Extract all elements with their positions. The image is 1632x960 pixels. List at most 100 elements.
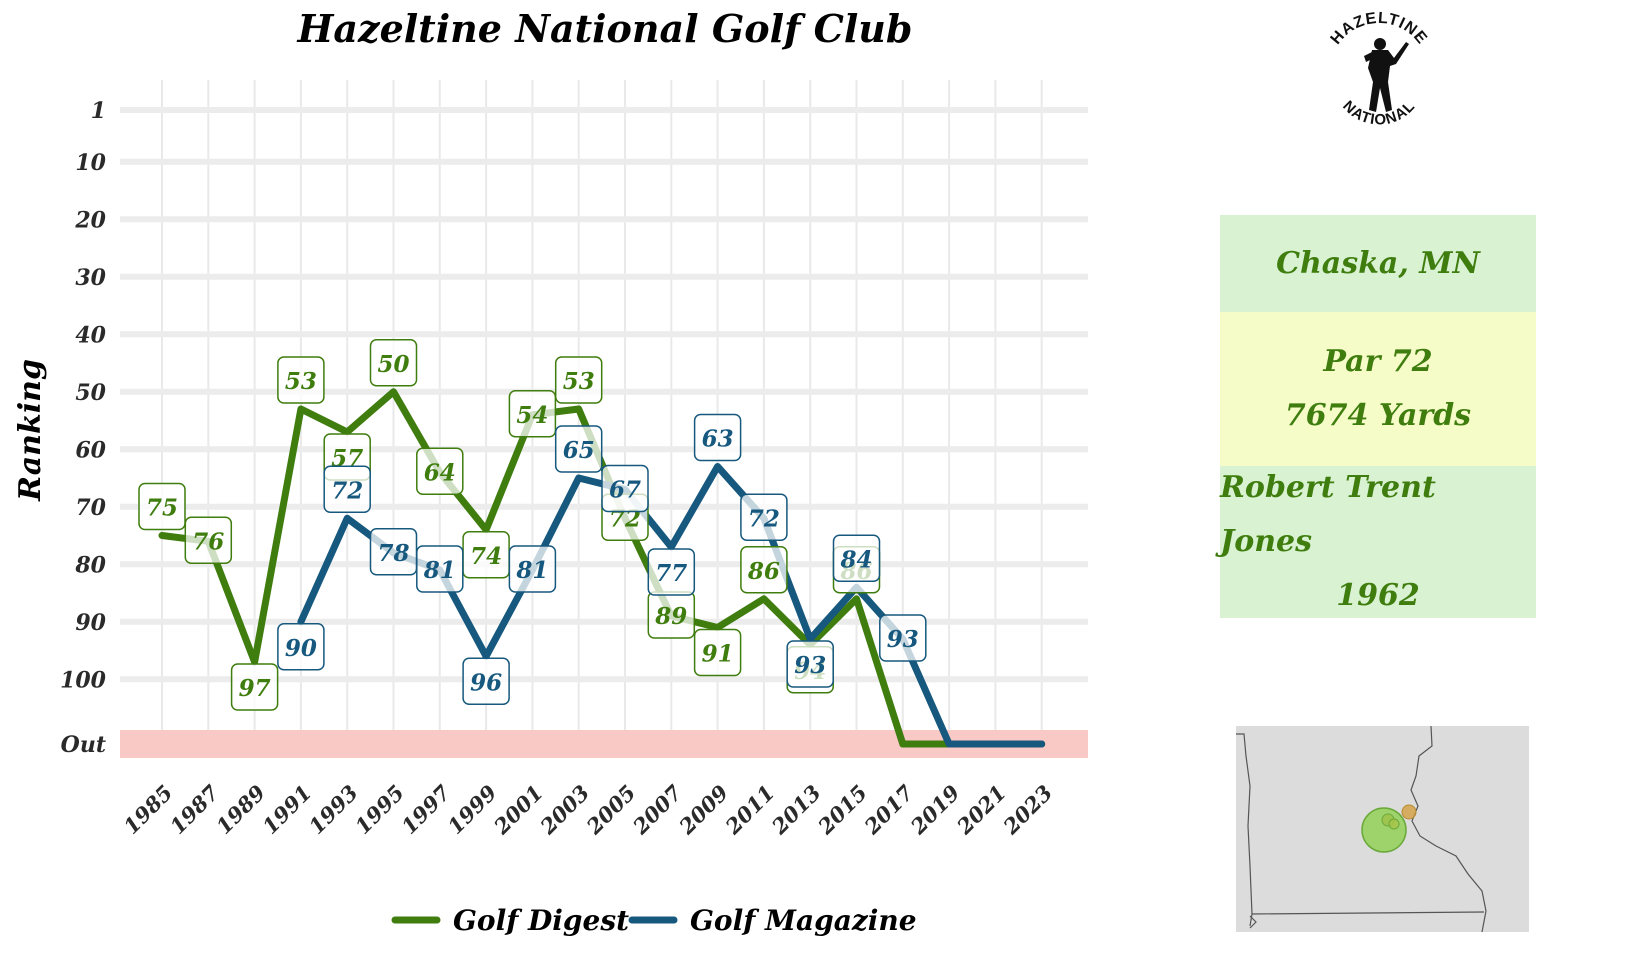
x-axis-ticks: 1985198719891991199319951997199920012003…: [119, 780, 1058, 840]
data-label-box: [508, 545, 557, 593]
data-label-box: [832, 534, 881, 582]
x-tick-label: 2021: [951, 780, 1011, 840]
x-tick-label: 1999: [443, 780, 502, 839]
data-label: 50: [369, 339, 418, 387]
data-label-box: [693, 413, 742, 462]
info-specs-panel: Par 72 7674 Yards: [1220, 312, 1536, 466]
x-tick-label: 2019: [905, 780, 965, 840]
data-label-text: 81: [423, 557, 456, 584]
data-label-box: [740, 493, 788, 541]
x-tick-label: 2005: [581, 780, 641, 840]
data-label-text: 97: [239, 675, 271, 702]
par-text: Par 72: [1323, 344, 1433, 379]
data-label: 77: [647, 548, 696, 596]
data-label: 84: [832, 534, 881, 582]
data-label-text: 53: [563, 368, 595, 395]
data-label: 97: [230, 663, 279, 711]
data-label-box: [416, 545, 464, 593]
data-label-text: 93: [887, 626, 919, 653]
y-axis-label: Ranking: [13, 359, 48, 502]
data-label: 93: [879, 614, 927, 662]
data-label-text: 96: [470, 669, 502, 696]
data-label: 75: [138, 482, 186, 531]
y-tick-label: 30: [75, 265, 106, 291]
y-tick-label: 70: [75, 495, 106, 521]
x-tick-label: 2013: [766, 780, 826, 840]
data-label: 72: [323, 465, 371, 513]
data-label: 89: [647, 591, 696, 639]
club-logo: HAZELTINE NATIONAL: [1328, 10, 1430, 129]
data-label-text: 78: [377, 540, 409, 567]
data-label: 93: [786, 640, 834, 688]
y-tick-label: 80: [74, 552, 106, 578]
x-tick-label: 1991: [257, 780, 316, 839]
y-tick-label: 1: [91, 98, 106, 124]
data-label-box: [647, 548, 696, 596]
legend-label: Golf Digest: [453, 904, 629, 937]
data-label-box: [554, 356, 603, 404]
y-tick-label: 60: [75, 437, 106, 463]
data-label-box: [230, 663, 279, 711]
y-axis-ticks: 1 10 20 30 40 50 60 70 80 90 100 Out: [60, 98, 107, 758]
data-label-box: [508, 390, 557, 438]
x-tick-label: 2023: [998, 780, 1058, 840]
y-tick-label: 100: [60, 667, 107, 693]
data-label-box: [323, 465, 371, 513]
data-label: 96: [462, 657, 510, 705]
data-label-text: 93: [794, 652, 826, 679]
data-label-text: 63: [702, 426, 734, 453]
data-label-text: 81: [515, 557, 548, 584]
x-tick-label: 2011: [720, 780, 780, 840]
grid: [120, 80, 1088, 756]
data-label: 81: [508, 545, 557, 593]
data-label: 63: [693, 413, 742, 462]
data-label-box: [786, 640, 834, 688]
course-marker-small: [1388, 818, 1400, 830]
data-label-box: [740, 546, 788, 594]
designer-text: Robert Trent Jones: [1220, 470, 1436, 559]
data-label-text: 65: [563, 437, 595, 464]
data-label: 91: [693, 628, 742, 677]
data-label-text: 76: [192, 528, 224, 555]
data-label: 90: [277, 623, 325, 671]
y-tick-label: 50: [75, 380, 106, 406]
data-label-text: 53: [285, 368, 317, 395]
data-label-text: 89: [654, 603, 687, 630]
data-label-text: 64: [424, 459, 456, 486]
data-label: 67: [601, 464, 649, 513]
data-label-text: 72: [748, 505, 780, 532]
data-label-text: 67: [609, 477, 641, 504]
y-tick-label: Out: [61, 732, 106, 758]
data-label-text: 54: [516, 402, 548, 429]
data-label: 53: [554, 356, 603, 404]
data-label-box: [277, 623, 325, 671]
yards-text: 7674 Yards: [1284, 398, 1472, 433]
x-tick-label: 1995: [350, 780, 409, 839]
data-label: 86: [740, 546, 788, 594]
y-tick-label: 20: [74, 207, 106, 233]
info-designer-panel: Robert Trent Jones 1962: [1220, 466, 1536, 618]
x-tick-label: 2009: [673, 780, 733, 840]
data-label: 54: [508, 390, 557, 438]
course-marker-large: [1361, 807, 1407, 853]
year-opened-text: 1962: [1336, 578, 1420, 613]
x-tick-label: 1985: [119, 780, 178, 839]
data-labels: 7576975357506474545372899186948690727881…: [138, 339, 927, 711]
data-label-box: [693, 628, 742, 677]
data-label-text: 90: [285, 635, 317, 662]
x-tick-label: 2015: [812, 780, 872, 840]
x-tick-label: 1987: [165, 780, 224, 839]
course-marker-orange: [1401, 804, 1417, 820]
data-label-box: [462, 657, 510, 705]
x-tick-label: 1997: [396, 780, 455, 839]
legend-label: Golf Magazine: [690, 904, 917, 937]
data-label: 64: [416, 447, 464, 495]
data-label: 78: [369, 528, 418, 576]
x-tick-label: 2003: [535, 780, 595, 840]
x-tick-label: 1993: [304, 780, 363, 839]
data-label-text: 91: [702, 641, 734, 668]
minnesota-map-icon: [1236, 726, 1529, 932]
data-label-box: [554, 425, 603, 473]
svg-text:NATIONAL: NATIONAL: [1339, 97, 1418, 128]
